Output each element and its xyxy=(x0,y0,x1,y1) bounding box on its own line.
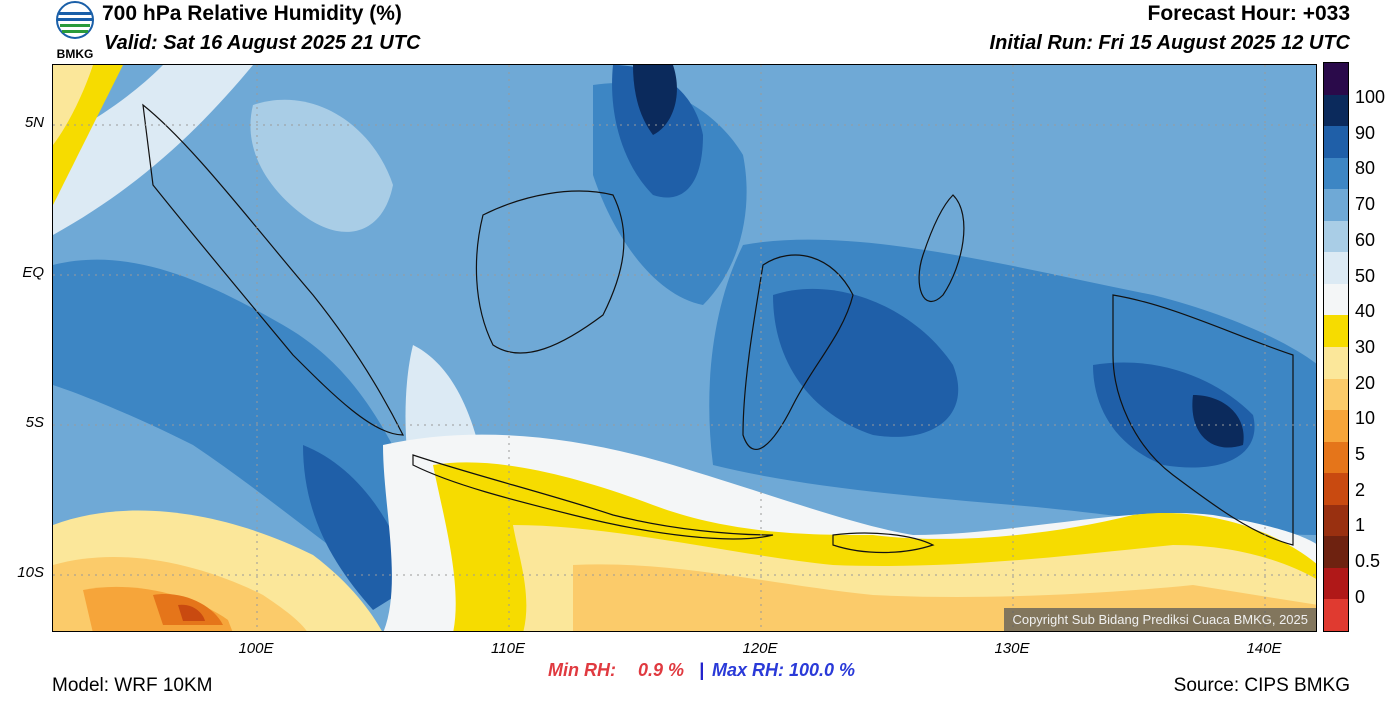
colorbar xyxy=(1323,62,1349,632)
colorbar-tick-label: 1 xyxy=(1355,515,1366,536)
colorbar-swatch xyxy=(1324,220,1348,253)
colorbar-swatch xyxy=(1324,63,1348,96)
colorbar-tick-label: 50 xyxy=(1355,265,1376,286)
map-title: 700 hPa Relative Humidity (%) xyxy=(102,2,402,25)
colorbar-tick-label: 80 xyxy=(1355,158,1376,179)
colorbar-tick-label: 100 xyxy=(1355,87,1386,107)
min-rh-value: 0.9 % xyxy=(638,660,685,680)
colorbar-swatch xyxy=(1324,599,1348,632)
colorbar-tick-label: 20 xyxy=(1355,372,1376,393)
colorbar-tick-label: 0.5 xyxy=(1355,551,1381,572)
colorbar-swatch xyxy=(1324,315,1348,348)
colorbar-tick-label: 70 xyxy=(1355,194,1376,215)
graticule xyxy=(53,65,1316,631)
colorbar-swatch xyxy=(1324,504,1348,537)
colorbar-swatch xyxy=(1324,378,1348,411)
colorbar-swatch xyxy=(1324,283,1348,316)
colorbar-swatch xyxy=(1324,189,1348,222)
humidity-map: Copyright Sub Bidang Prediksi Cuaca BMKG… xyxy=(52,64,1317,632)
colorbar-tick-label: 5 xyxy=(1355,444,1366,464)
colorbar-tick-label: 2 xyxy=(1355,479,1366,500)
colorbar-swatch xyxy=(1324,567,1348,600)
lon-label-110e: 110E xyxy=(491,640,525,657)
colorbar-swatch xyxy=(1324,473,1348,506)
lat-label-5s: 5S xyxy=(25,414,44,431)
lon-label-100e: 100E xyxy=(238,640,274,657)
colorbar-tick-label: 0 xyxy=(1355,586,1366,607)
lat-label-5n: 5N xyxy=(24,114,44,131)
colorbar-swatch xyxy=(1324,157,1348,190)
valid-time: Valid: Sat 16 August 2025 21 UTC xyxy=(104,32,421,54)
colorbar-tick-label: 90 xyxy=(1355,122,1376,143)
colorbar-swatch xyxy=(1324,536,1348,569)
colorbar-swatch xyxy=(1324,441,1348,474)
colorbar-tick-label: 60 xyxy=(1355,229,1376,250)
lat-label-eq: EQ xyxy=(22,264,44,281)
colorbar-tick-label: 30 xyxy=(1355,336,1376,357)
lat-label-10s: 10S xyxy=(17,564,44,581)
initial-run: Initial Run: Fri 15 August 2025 12 UTC xyxy=(989,32,1350,54)
colorbar-swatch xyxy=(1324,252,1348,285)
lon-label-130e: 130E xyxy=(994,640,1030,657)
source-label: Source: CIPS BMKG xyxy=(1173,675,1350,696)
colorbar-swatch xyxy=(1324,94,1348,127)
colorbar-swatch xyxy=(1324,410,1348,443)
stats-separator: | xyxy=(699,660,705,680)
min-rh-label: Min RH: xyxy=(548,660,616,680)
copyright-notice: Copyright Sub Bidang Prediksi Cuaca BMKG… xyxy=(1004,608,1316,631)
forecast-hour: Forecast Hour: +033 xyxy=(1147,2,1351,25)
colorbar-tick-label: 40 xyxy=(1355,301,1376,322)
map-canvas xyxy=(53,65,1316,631)
lon-label-140e: 140E xyxy=(1246,640,1282,657)
lon-label-120e: 120E xyxy=(742,640,778,657)
colorbar-tick-label: 10 xyxy=(1355,408,1376,429)
bmkg-logo: BMKG xyxy=(50,0,100,62)
max-rh-label: Max RH: 100.0 % xyxy=(712,660,856,680)
logo-lettering: BMKG xyxy=(57,47,94,61)
colorbar-swatch xyxy=(1324,347,1348,380)
model-label: Model: WRF 10KM xyxy=(52,675,213,696)
colorbar-swatch xyxy=(1324,126,1348,159)
